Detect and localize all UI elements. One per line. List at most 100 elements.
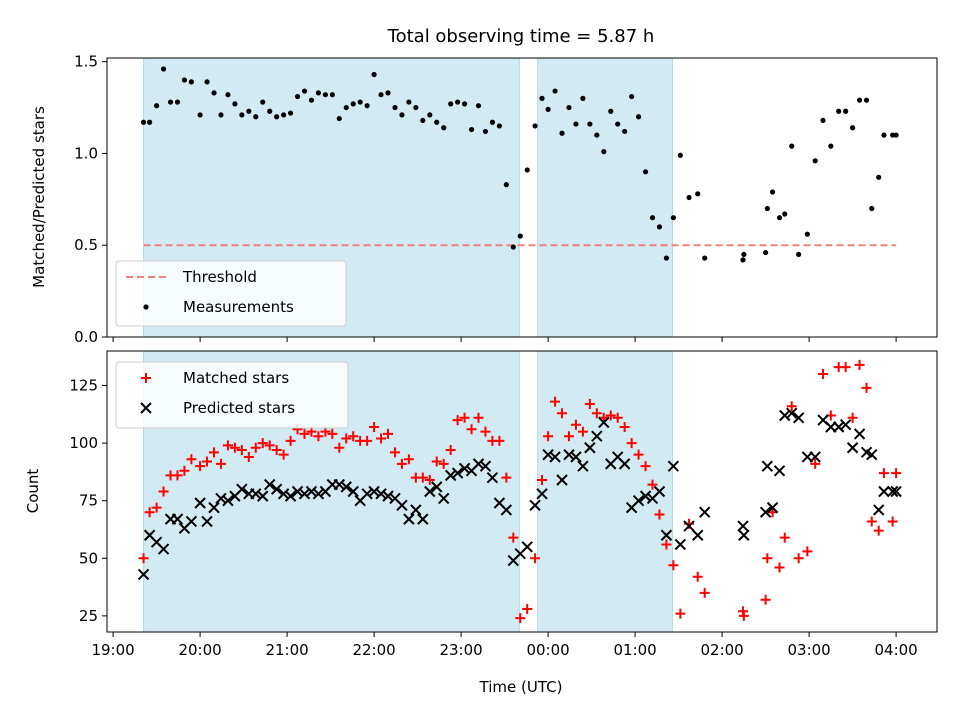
data-point — [399, 112, 405, 118]
bottom-y-axis-label: Count — [24, 469, 42, 514]
data-point — [406, 99, 412, 105]
x-tick-label: 04:00 — [874, 641, 917, 659]
data-point — [482, 128, 489, 135]
data-point — [137, 568, 150, 581]
data-point — [577, 460, 589, 472]
data-point — [479, 460, 492, 472]
data-point — [881, 132, 887, 138]
data-point — [804, 231, 810, 237]
data-point — [839, 418, 852, 431]
data-point — [698, 506, 711, 518]
data-point — [204, 79, 210, 85]
data-point — [573, 121, 579, 127]
bottom-panel: 19:00 20:00 21:00 22:00 23:00 00:00 01:00 02:00… — [69, 350, 938, 659]
data-point — [550, 396, 561, 407]
data-point — [517, 233, 523, 239]
legend: Matched stars Predicted stars — [115, 361, 349, 429]
legend-box — [115, 361, 349, 429]
y-tick-label: 125 — [69, 377, 98, 395]
data-point — [270, 483, 283, 495]
data-point — [257, 490, 269, 502]
data-point — [140, 119, 147, 125]
data-point — [836, 108, 842, 114]
data-point — [181, 77, 188, 83]
data-point — [887, 516, 898, 527]
x-tick-label: 21:00 — [265, 641, 308, 659]
data-point — [789, 143, 795, 149]
data-point — [171, 513, 184, 525]
data-point — [854, 359, 865, 370]
data-point — [594, 132, 600, 138]
data-point — [424, 474, 435, 485]
data-point — [532, 123, 538, 129]
y-tick-label: 50 — [79, 549, 98, 567]
data-point — [647, 479, 658, 490]
data-point — [312, 488, 325, 500]
data-point — [239, 112, 245, 118]
data-point — [521, 541, 533, 553]
data-point — [587, 121, 593, 127]
data-point — [153, 103, 160, 109]
data-point — [873, 525, 884, 536]
data-point — [417, 472, 428, 483]
y-tick-label: 0.5 — [74, 236, 98, 254]
data-point — [539, 95, 545, 101]
data-point — [773, 465, 786, 477]
data-point — [378, 92, 384, 98]
data-point — [886, 485, 899, 498]
data-point — [766, 501, 779, 514]
data-point — [291, 485, 304, 498]
y-tick-label: 25 — [79, 607, 98, 625]
data-point — [350, 101, 356, 107]
data-point — [530, 553, 541, 564]
data-point — [475, 103, 482, 109]
data-point — [489, 119, 496, 125]
data-point — [840, 362, 851, 373]
data-point — [760, 594, 771, 605]
data-point — [850, 125, 856, 131]
legend-swatch — [140, 402, 152, 414]
data-point — [301, 88, 308, 94]
data-point — [762, 553, 773, 564]
data-point — [424, 485, 436, 498]
series-predicted-stars — [137, 407, 902, 581]
data-point — [686, 194, 692, 201]
data-point — [683, 520, 695, 532]
data-point — [315, 90, 322, 96]
data-point — [167, 99, 174, 105]
data-point — [313, 431, 324, 442]
data-point — [294, 93, 301, 100]
data-point — [779, 409, 791, 422]
data-point — [759, 506, 772, 518]
data-point — [445, 445, 456, 456]
data-point — [577, 426, 588, 437]
data-point — [222, 440, 233, 451]
data-point — [472, 458, 485, 470]
data-point — [284, 490, 297, 502]
data-point — [557, 408, 568, 419]
data-point — [619, 422, 630, 433]
data-point — [776, 215, 783, 221]
data-point — [160, 66, 167, 72]
data-point — [741, 251, 747, 258]
data-point — [494, 435, 505, 446]
data-point — [437, 492, 450, 505]
data-point — [656, 224, 663, 230]
data-point — [559, 130, 565, 136]
data-point — [847, 412, 858, 423]
data-point — [769, 189, 776, 195]
data-point — [653, 485, 666, 498]
data-point — [510, 244, 516, 250]
data-point — [584, 398, 595, 409]
data-point — [667, 460, 680, 472]
data-point — [343, 104, 349, 111]
data-point — [818, 369, 829, 380]
data-point — [410, 504, 422, 516]
data-point — [195, 461, 206, 472]
data-point — [598, 416, 610, 429]
data-point — [144, 507, 155, 518]
data-point — [832, 421, 845, 433]
data-point — [738, 529, 750, 541]
data-point — [632, 495, 645, 507]
data-point — [267, 108, 273, 114]
